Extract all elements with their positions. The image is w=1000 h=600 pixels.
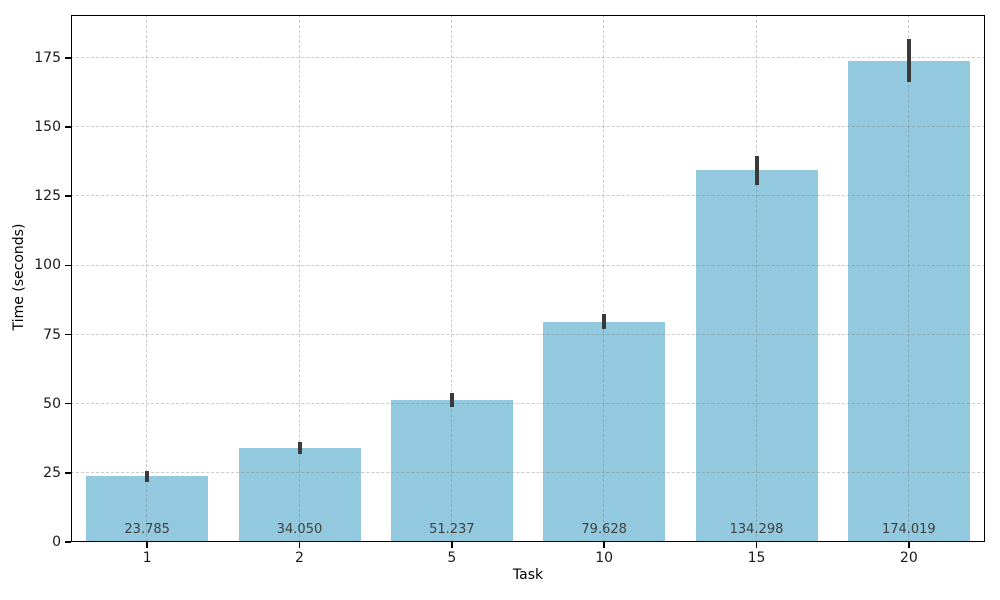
y-tick-label: 50: [43, 395, 61, 412]
horizontal-gridline: [71, 126, 985, 128]
x-tick-mark: [146, 542, 148, 548]
horizontal-gridline: [71, 472, 985, 474]
y-tick-label: 0: [52, 534, 61, 550]
x-tick-label: 2: [295, 550, 304, 566]
y-tick-mark: [65, 126, 71, 128]
horizontal-gridline: [71, 264, 985, 266]
bar: [238, 447, 361, 542]
y-tick-mark: [65, 195, 71, 197]
x-tick-label: 15: [747, 550, 766, 566]
y-tick-mark: [65, 402, 71, 405]
x-tick-mark: [908, 542, 910, 548]
vertical-gridline: [146, 15, 148, 542]
x-tick-label: 20: [899, 550, 918, 566]
y-tick-mark: [65, 264, 71, 267]
bar-value-label: 23.785: [124, 522, 170, 537]
error-bar: [297, 441, 302, 454]
y-tick-label: 150: [34, 119, 61, 136]
x-tick-label: 1: [142, 550, 152, 566]
y-tick-label: 75: [43, 326, 61, 343]
horizontal-gridline: [71, 195, 985, 197]
x-tick-mark: [451, 542, 453, 548]
x-tick-mark: [603, 542, 605, 548]
x-axis-label: Task: [512, 567, 544, 583]
error-bar: [449, 393, 454, 408]
bar-value-label: 79.628: [581, 522, 627, 537]
y-tick-label: 100: [34, 257, 61, 274]
horizontal-gridline: [71, 333, 985, 335]
bar-value-label: 34.050: [276, 522, 323, 537]
y-tick-mark: [65, 57, 71, 59]
vertical-gridline: [451, 15, 453, 542]
y-axis-label: Time (seconds): [11, 223, 27, 331]
x-tick-mark: [298, 542, 301, 548]
error-bar: [906, 39, 911, 83]
x-tick-label: 5: [447, 550, 457, 566]
y-tick-mark: [65, 472, 71, 474]
error-bar: [754, 156, 759, 185]
bar: [543, 321, 666, 542]
bar-value-label: 174.019: [881, 522, 936, 537]
vertical-gridline: [755, 15, 757, 542]
bar: [390, 400, 513, 542]
bar-value-label: 134.298: [729, 522, 784, 537]
bar-value-label: 51.237: [429, 522, 475, 537]
vertical-gridline: [908, 15, 910, 542]
horizontal-gridline: [71, 402, 985, 404]
bar: [695, 170, 818, 542]
y-tick-mark: [65, 541, 71, 543]
error-bar: [602, 313, 607, 330]
vertical-gridline: [603, 15, 605, 542]
y-tick-label: 175: [34, 49, 61, 66]
x-tick-mark: [755, 542, 758, 548]
y-tick-mark: [65, 333, 71, 336]
vertical-gridline: [298, 15, 300, 542]
y-tick-label: 125: [34, 188, 61, 205]
bar: [847, 60, 970, 542]
error-bar: [145, 470, 150, 482]
x-tick-label: 10: [595, 550, 614, 566]
y-tick-label: 25: [43, 464, 61, 481]
bar: [86, 476, 209, 542]
horizontal-gridline: [71, 57, 985, 59]
